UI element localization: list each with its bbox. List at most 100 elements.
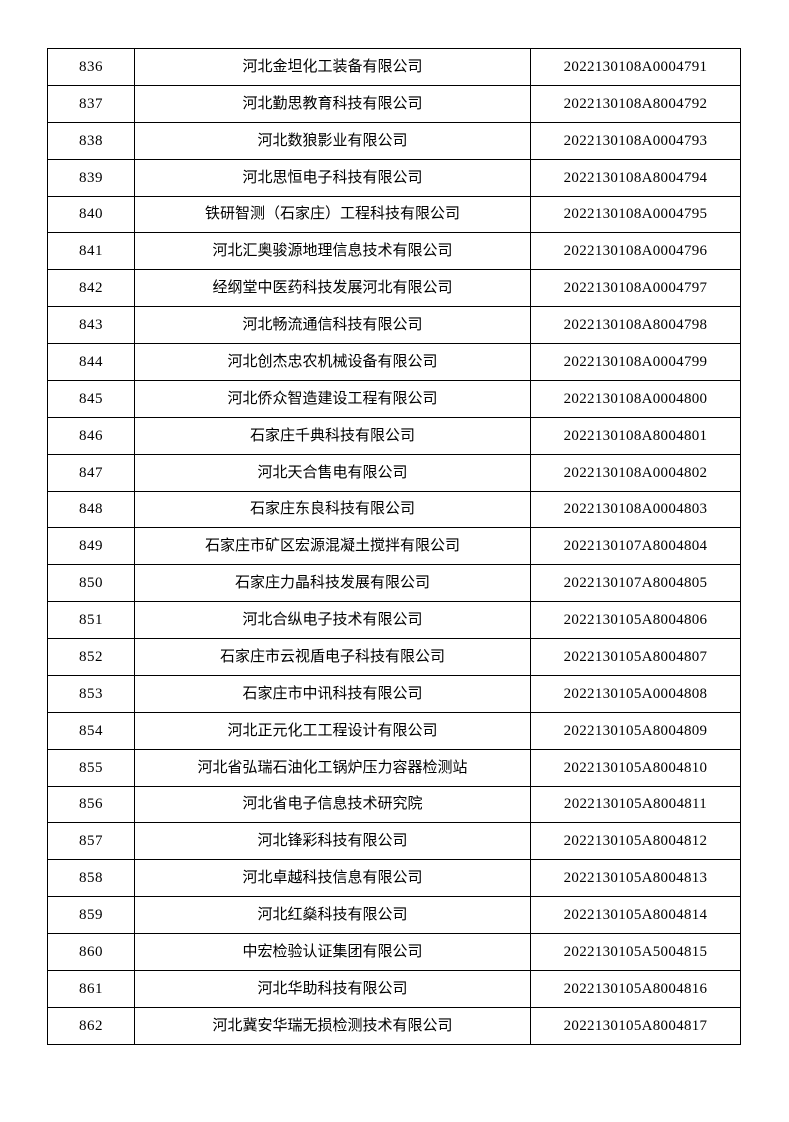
registration-code-cell: 2022130108A0004803 [530,490,741,529]
company-name-cell: 河北金坦化工装备有限公司 [134,48,531,86]
table-row: 860 中宏检验认证集团有限公司 2022130105A5004815 [47,933,741,971]
table-row: 855 河北省弘瑞石油化工锅炉压力容器检测站 2022130105A8004810 [47,748,741,787]
company-name-cell: 河北正元化工工程设计有限公司 [134,711,531,750]
table-row: 843 河北畅流通信科技有限公司 2022130108A8004798 [47,306,741,344]
registration-code-cell: 2022130105A8004811 [530,785,741,824]
company-name-cell: 河北省弘瑞石油化工锅炉压力容器检测站 [134,748,531,787]
registration-code-cell: 2022130105A8004816 [530,969,741,1008]
row-index-cell: 839 [47,158,135,197]
table-row: 846 石家庄千典科技有限公司 2022130108A8004801 [47,416,741,455]
company-name-cell: 石家庄市中讯科技有限公司 [134,674,531,713]
company-name-cell: 河北省电子信息技术研究院 [134,785,531,824]
registration-code-cell: 2022130105A8004814 [530,896,741,934]
row-index-cell: 859 [47,896,135,934]
registration-code-cell: 2022130108A8004798 [530,306,741,344]
registration-code-cell: 2022130108A8004794 [530,158,741,197]
table-row: 859 河北红燊科技有限公司 2022130105A8004814 [47,896,741,934]
row-index-cell: 840 [47,195,135,234]
company-registration-table: 836 河北金坦化工装备有限公司 2022130108A0004791 837 河北勤思… [47,48,741,1046]
row-index-cell: 853 [47,674,135,713]
table-row: 841 河北汇奥骏源地理信息技术有限公司 2022130108A0004796 [47,232,741,271]
row-index-cell: 838 [47,121,135,160]
company-name-cell: 河北侨众智造建设工程有限公司 [134,379,531,418]
row-index-cell: 860 [47,933,135,971]
row-index-cell: 841 [47,232,135,271]
table-row: 854 河北正元化工工程设计有限公司 2022130105A8004809 [47,711,741,750]
row-index-cell: 849 [47,527,135,566]
table-row: 837 河北勤思教育科技有限公司 2022130108A8004792 [47,84,741,123]
table-row: 857 河北锋彩科技有限公司 2022130105A8004812 [47,822,741,861]
row-index-cell: 855 [47,748,135,787]
registration-code-cell: 2022130105A8004809 [530,711,741,750]
company-name-cell: 河北汇奥骏源地理信息技术有限公司 [134,232,531,271]
table-row: 838 河北数狼影业有限公司 2022130108A0004793 [47,121,741,160]
registration-code-cell: 2022130108A0004797 [530,269,741,308]
registration-code-cell: 2022130108A0004802 [530,453,741,492]
company-name-cell: 河北思恒电子科技有限公司 [134,158,531,197]
company-name-cell: 河北华助科技有限公司 [134,969,531,1008]
registration-code-cell: 2022130108A0004796 [530,232,741,271]
company-name-cell: 河北数狼影业有限公司 [134,121,531,160]
registration-code-cell: 2022130108A0004793 [530,121,741,160]
registration-code-cell: 2022130105A8004812 [530,822,741,861]
registration-code-cell: 2022130108A0004791 [530,48,741,86]
company-name-cell: 石家庄东良科技有限公司 [134,490,531,529]
registration-code-cell: 2022130107A8004804 [530,527,741,566]
company-name-cell: 河北卓越科技信息有限公司 [134,859,531,898]
table-row: 842 经纲堂中医药科技发展河北有限公司 2022130108A0004797 [47,269,741,308]
company-name-cell: 河北勤思教育科技有限公司 [134,84,531,123]
table-row: 862 河北冀安华瑞无损检测技术有限公司 2022130105A8004817 [47,1006,741,1046]
registration-code-cell: 2022130108A0004795 [530,195,741,234]
registration-code-cell: 2022130108A8004792 [530,84,741,123]
row-index-cell: 857 [47,822,135,861]
row-index-cell: 843 [47,306,135,344]
company-name-cell: 经纲堂中医药科技发展河北有限公司 [134,269,531,308]
registration-code-cell: 2022130105A8004817 [530,1006,741,1046]
table-row: 851 河北合纵电子技术有限公司 2022130105A8004806 [47,601,741,639]
row-index-cell: 856 [47,785,135,824]
company-name-cell: 石家庄千典科技有限公司 [134,416,531,455]
company-name-cell: 河北合纵电子技术有限公司 [134,601,531,639]
table-row: 848 石家庄东良科技有限公司 2022130108A0004803 [47,490,741,529]
table-row: 840 铁研智测（石家庄）工程科技有限公司 2022130108A0004795 [47,195,741,234]
registration-code-cell: 2022130105A8004813 [530,859,741,898]
row-index-cell: 837 [47,84,135,123]
table-row: 856 河北省电子信息技术研究院 2022130105A8004811 [47,785,741,824]
table-row: 858 河北卓越科技信息有限公司 2022130105A8004813 [47,859,741,898]
row-index-cell: 854 [47,711,135,750]
company-table-body: 836 河北金坦化工装备有限公司 2022130108A0004791 837 河北勤思… [47,48,741,1046]
registration-code-cell: 2022130105A8004807 [530,638,741,676]
company-name-cell: 河北创杰忠农机械设备有限公司 [134,343,531,381]
registration-code-cell: 2022130108A0004800 [530,379,741,418]
table-row: 852 石家庄市云视盾电子科技有限公司 2022130105A8004807 [47,638,741,676]
company-name-cell: 河北红燊科技有限公司 [134,896,531,934]
registration-code-cell: 2022130107A8004805 [530,564,741,603]
row-index-cell: 851 [47,601,135,639]
row-index-cell: 844 [47,343,135,381]
row-index-cell: 861 [47,969,135,1008]
row-index-cell: 858 [47,859,135,898]
company-name-cell: 河北冀安华瑞无损检测技术有限公司 [134,1006,531,1046]
table-row: 861 河北华助科技有限公司 2022130105A8004816 [47,969,741,1008]
row-index-cell: 836 [47,48,135,86]
registration-code-cell: 2022130105A8004810 [530,748,741,787]
row-index-cell: 846 [47,416,135,455]
registration-code-cell: 2022130105A0004808 [530,674,741,713]
registration-code-cell: 2022130105A5004815 [530,933,741,971]
company-name-cell: 河北天合售电有限公司 [134,453,531,492]
company-name-cell: 中宏检验认证集团有限公司 [134,933,531,971]
company-name-cell: 石家庄市云视盾电子科技有限公司 [134,638,531,676]
row-index-cell: 848 [47,490,135,529]
company-name-cell: 河北锋彩科技有限公司 [134,822,531,861]
row-index-cell: 852 [47,638,135,676]
table-row: 853 石家庄市中讯科技有限公司 2022130105A0004808 [47,674,741,713]
row-index-cell: 850 [47,564,135,603]
table-row: 839 河北思恒电子科技有限公司 2022130108A8004794 [47,158,741,197]
registration-code-cell: 2022130108A8004801 [530,416,741,455]
table-row: 844 河北创杰忠农机械设备有限公司 2022130108A0004799 [47,343,741,381]
company-name-cell: 河北畅流通信科技有限公司 [134,306,531,344]
table-row: 849 石家庄市矿区宏源混凝土搅拌有限公司 2022130107A8004804 [47,527,741,566]
registration-code-cell: 2022130108A0004799 [530,343,741,381]
company-name-cell: 石家庄市矿区宏源混凝土搅拌有限公司 [134,527,531,566]
